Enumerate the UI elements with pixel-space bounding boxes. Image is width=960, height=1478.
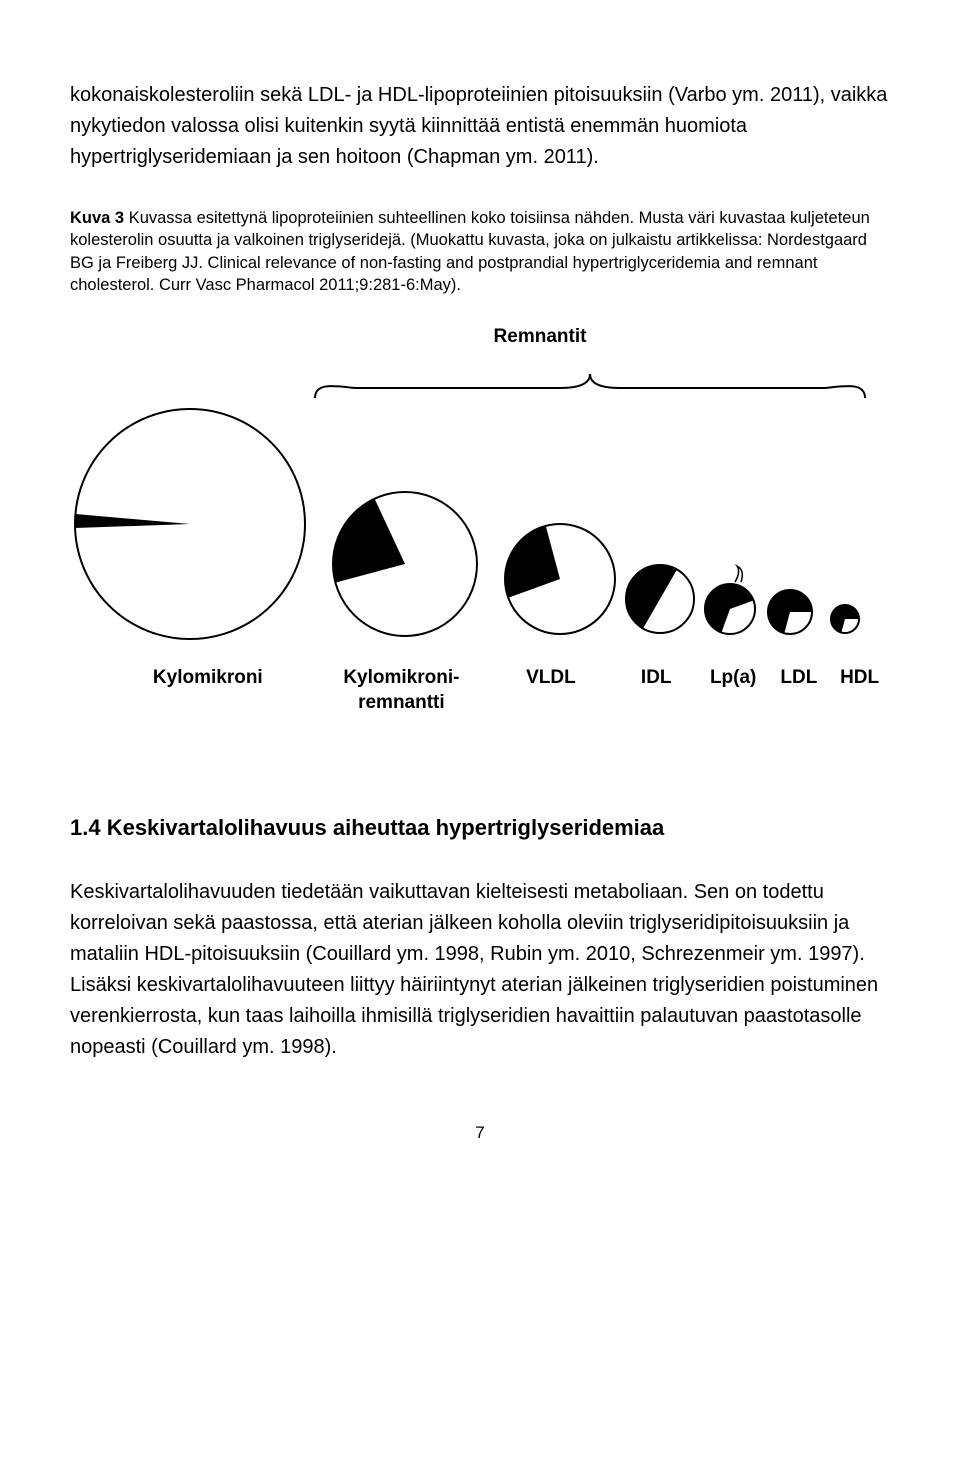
particle-label: IDL — [615, 666, 698, 715]
particle-idl — [626, 565, 694, 633]
paragraph-top: kokonaiskolesteroliin sekä LDL- ja HDL-l… — [70, 80, 890, 173]
section-heading: 1.4 Keskivartalolihavuus aiheuttaa hyper… — [70, 815, 890, 841]
particle-label: LDL — [768, 666, 829, 715]
particle-label: Kylomikroni-remnantti — [316, 666, 488, 715]
remnantit-label: Remnantit — [70, 326, 890, 348]
particle-hdl — [831, 605, 859, 633]
particle-ldl — [768, 590, 812, 634]
page-number: 7 — [70, 1123, 890, 1143]
particle-label: Lp(a) — [698, 666, 769, 715]
caption-text: Kuvassa esitettynä lipoproteiinien suhte… — [70, 209, 870, 294]
caption-lead: Kuva 3 — [70, 209, 124, 227]
particle-kylomikroni-remnantti — [333, 492, 477, 636]
particle-kylomikroni — [75, 409, 305, 639]
lipoprotein-figure — [70, 354, 890, 654]
particle-vldl — [505, 524, 615, 634]
remnantit-bracket — [315, 374, 865, 398]
particle-lp-a- — [705, 566, 755, 634]
particle-labels-row: KylomikroniKylomikroni-remnanttiVLDLIDLL… — [70, 666, 890, 715]
figure-wrap: Remnantit KylomikroniKylomikroni-remnant… — [70, 326, 890, 715]
particle-label: VLDL — [487, 666, 614, 715]
particle-label: Kylomikroni — [100, 666, 316, 715]
particle-label: HDL — [829, 666, 890, 715]
figure-caption: Kuva 3 Kuvassa esitettynä lipoproteiinie… — [70, 207, 890, 296]
paragraph-bottom: Keskivartalolihavuuden tiedetään vaikutt… — [70, 877, 890, 1063]
